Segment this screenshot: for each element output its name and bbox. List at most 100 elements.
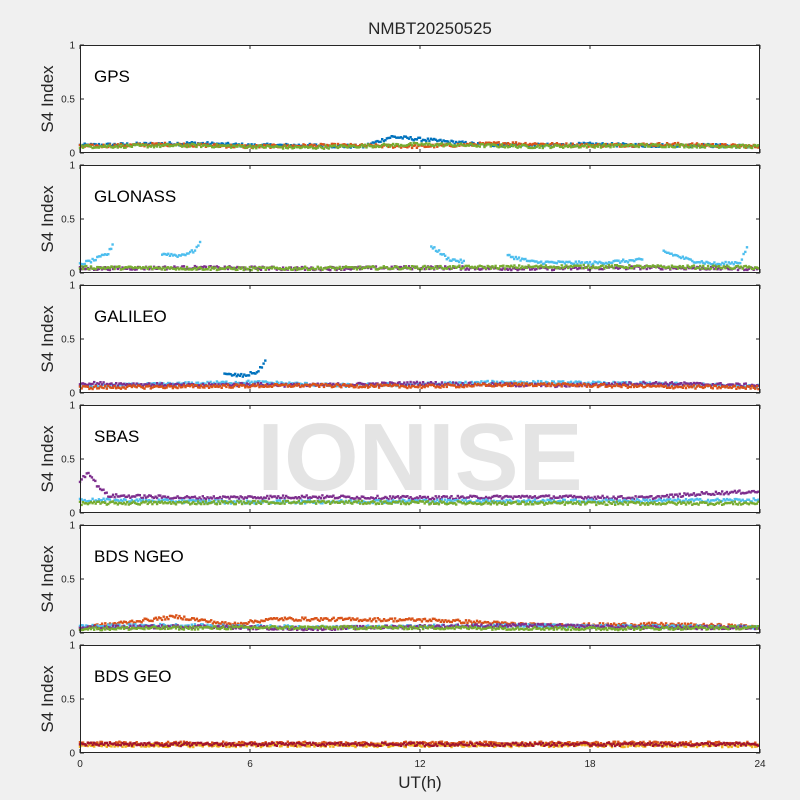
data-point: [318, 267, 321, 270]
data-point: [669, 381, 672, 385]
data-point: [203, 268, 206, 271]
data-point: [409, 499, 412, 503]
data-point: [458, 143, 461, 146]
data-point: [521, 265, 524, 268]
data-point: [466, 142, 469, 146]
data-point: [376, 144, 379, 148]
data-point: [433, 383, 436, 386]
data-point: [530, 496, 533, 499]
data-point: [415, 142, 419, 145]
data-point: [456, 385, 459, 389]
data-point: [245, 382, 249, 385]
data-point: [495, 267, 499, 270]
data-point: [744, 386, 747, 389]
data-point: [168, 497, 171, 500]
data-point: [129, 265, 132, 268]
data-point: [141, 384, 145, 388]
data-point: [711, 262, 714, 266]
data-point: [540, 500, 543, 504]
data-point: [466, 385, 469, 388]
data-point: [475, 267, 478, 270]
data-point: [527, 496, 530, 499]
data-point: [643, 496, 647, 499]
data-point: [510, 384, 513, 388]
data-point: [124, 382, 127, 385]
data-point: [506, 253, 509, 257]
data-point: [381, 502, 384, 505]
data-point: [480, 265, 483, 268]
data-point: [736, 382, 740, 385]
data-point: [719, 263, 722, 266]
data-point: [376, 502, 379, 505]
data-point: [115, 382, 118, 385]
data-point: [511, 382, 515, 386]
data-point: [209, 383, 212, 387]
data-point: [524, 257, 527, 261]
data-point: [621, 503, 625, 506]
data-point: [574, 502, 577, 505]
data-point: [717, 382, 721, 385]
data-point: [680, 500, 683, 504]
data-point: [182, 265, 186, 268]
data-point: [689, 382, 692, 385]
data-point: [700, 144, 703, 148]
data-point: [508, 384, 511, 387]
data-point: [401, 384, 404, 388]
data-point: [481, 498, 485, 502]
data-point: [467, 383, 470, 387]
data-point: [558, 267, 562, 270]
data-point: [431, 247, 435, 250]
data-point: [610, 498, 614, 502]
data-point: [198, 142, 201, 146]
data-point: [469, 266, 472, 269]
data-point: [239, 267, 242, 270]
data-point: [275, 268, 278, 271]
data-point: [387, 267, 390, 271]
data-point: [354, 385, 357, 389]
data-point: [313, 384, 316, 388]
data-point: [450, 495, 453, 498]
data-point: [536, 383, 540, 386]
data-point: [198, 502, 201, 505]
data-point: [478, 497, 481, 500]
data-point: [283, 497, 286, 500]
data-point: [143, 494, 146, 497]
data-point: [223, 500, 226, 503]
data-point: [348, 144, 351, 147]
data-point: [757, 384, 760, 387]
data-point: [189, 499, 192, 502]
data-point: [283, 144, 286, 147]
data-point: [672, 146, 675, 149]
data-point: [151, 496, 154, 499]
data-point: [629, 265, 633, 268]
data-point: [259, 266, 263, 269]
data-point: [96, 387, 99, 390]
data-point: [721, 261, 724, 265]
data-point: [503, 146, 507, 149]
data-point: [253, 382, 256, 386]
data-point: [193, 141, 197, 144]
data-point: [256, 500, 260, 503]
data-point: [204, 501, 208, 504]
data-point: [642, 143, 645, 147]
data-point: [387, 498, 390, 501]
data-point: [470, 495, 474, 498]
data-point: [135, 143, 138, 146]
data-point: [395, 501, 398, 504]
data-point: [341, 383, 345, 386]
data-point: [132, 384, 135, 387]
data-point: [706, 264, 710, 268]
data-point: [579, 143, 582, 147]
data-point: [360, 499, 363, 503]
data-point: [459, 267, 463, 270]
data-point: [322, 385, 326, 389]
data-point: [744, 499, 747, 503]
data-point: [697, 261, 700, 264]
data-point: [565, 385, 568, 388]
data-point: [256, 381, 260, 385]
data-point: [352, 497, 356, 500]
data-point: [623, 142, 626, 146]
data-point: [250, 268, 253, 272]
data-point: [178, 499, 181, 503]
data-point: [340, 383, 343, 386]
